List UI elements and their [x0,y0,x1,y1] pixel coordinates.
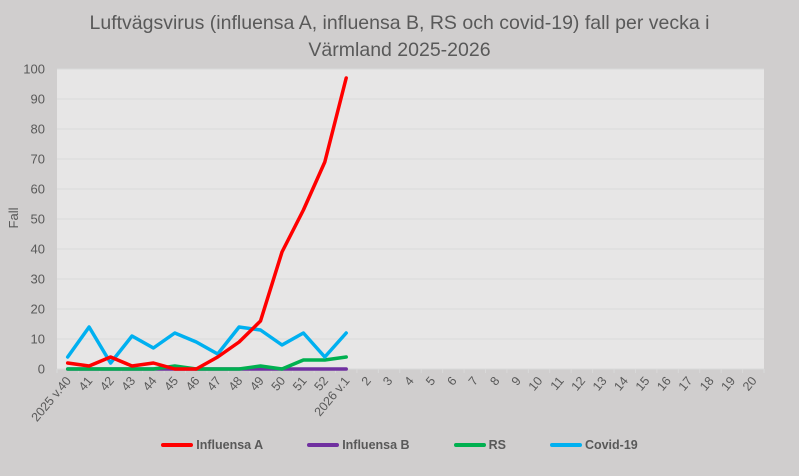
x-tick-label: 47 [204,374,224,394]
x-tick-label: 48 [226,374,246,394]
x-tick-label: 6 [444,374,459,388]
legend-label: Influensa A [196,438,264,452]
x-tick-label: 16 [654,374,674,394]
x-tick-label: 14 [611,374,631,394]
chart-title-line-1: Luftvägsvirus (influensa A, influensa B,… [89,12,710,34]
x-tick-label: 3 [380,374,395,388]
x-tick-label: 7 [466,374,481,388]
x-tick-label: 51 [290,374,310,394]
x-tick-label: 8 [487,374,502,388]
y-tick-label: 70 [31,152,45,167]
x-tick-label: 2 [359,374,374,388]
legend-label: Covid-19 [584,438,638,452]
x-tick-label: 49 [247,374,267,394]
legend-item-influensa-a: Influensa A [161,438,263,452]
x-tick-label: 5 [423,374,438,388]
legend-swatch [161,443,194,447]
legend-item-rs: RS [453,438,506,452]
y-axis-ticks: 0 10 20 30 40 50 60 70 80 90 100 [23,62,45,377]
x-tick-label: 11 [548,374,567,393]
y-tick-label: 0 [38,362,45,377]
legend-swatch [307,443,340,447]
y-axis-label: Fall [6,207,21,228]
x-tick-label: 19 [718,374,738,394]
x-tick-label: 52 [311,374,331,394]
series-lines [65,76,348,371]
x-tick-label: 13 [590,374,610,394]
legend-label: Influensa B [342,438,410,452]
x-tick-label: 20 [740,374,760,394]
x-tick-label: 10 [526,374,546,394]
y-tick-label: 20 [31,302,45,317]
x-tick-label: 42 [97,374,117,394]
series-line-rs [65,355,348,371]
x-tick-label: 12 [569,374,589,394]
x-tick-label: 18 [697,374,717,394]
x-tick-label: 41 [76,374,96,394]
legend-item-covid-19: Covid-19 [549,438,638,452]
x-tick-label: 2025 v.40 [29,374,74,424]
x-tick-label: 46 [183,374,203,394]
y-tick-label: 50 [31,212,45,227]
y-tick-label: 30 [31,272,45,287]
x-tick-label: 43 [119,374,139,394]
x-tick-label: 44 [140,374,160,394]
chart-title-line-2: Värmland 2025-2026 [308,39,491,61]
y-tick-label: 10 [31,332,45,347]
x-tick-label: 45 [161,374,181,394]
x-tick-label: 4 [402,374,417,388]
legend-swatch [453,443,486,447]
series-line-influensa-a [65,76,348,371]
legend-swatch [549,443,582,447]
x-tick-label: 9 [509,374,524,388]
chart-title: Luftvägsvirus (influensa A, influensa B,… [0,10,799,64]
chart-legend: Influensa A Influensa B RS Covid-19 [0,438,799,452]
legend-item-influensa-b: Influensa B [307,438,410,452]
y-tick-label: 90 [31,92,45,107]
y-tick-label: 40 [31,242,45,257]
x-tick-label: 17 [676,374,696,394]
y-tick-label: 100 [23,62,45,77]
legend-label: RS [488,438,506,452]
y-tick-label: 80 [31,122,45,137]
x-tick-label: 15 [633,374,653,394]
x-tick-label: 50 [269,374,289,394]
y-tick-label: 60 [31,182,45,197]
